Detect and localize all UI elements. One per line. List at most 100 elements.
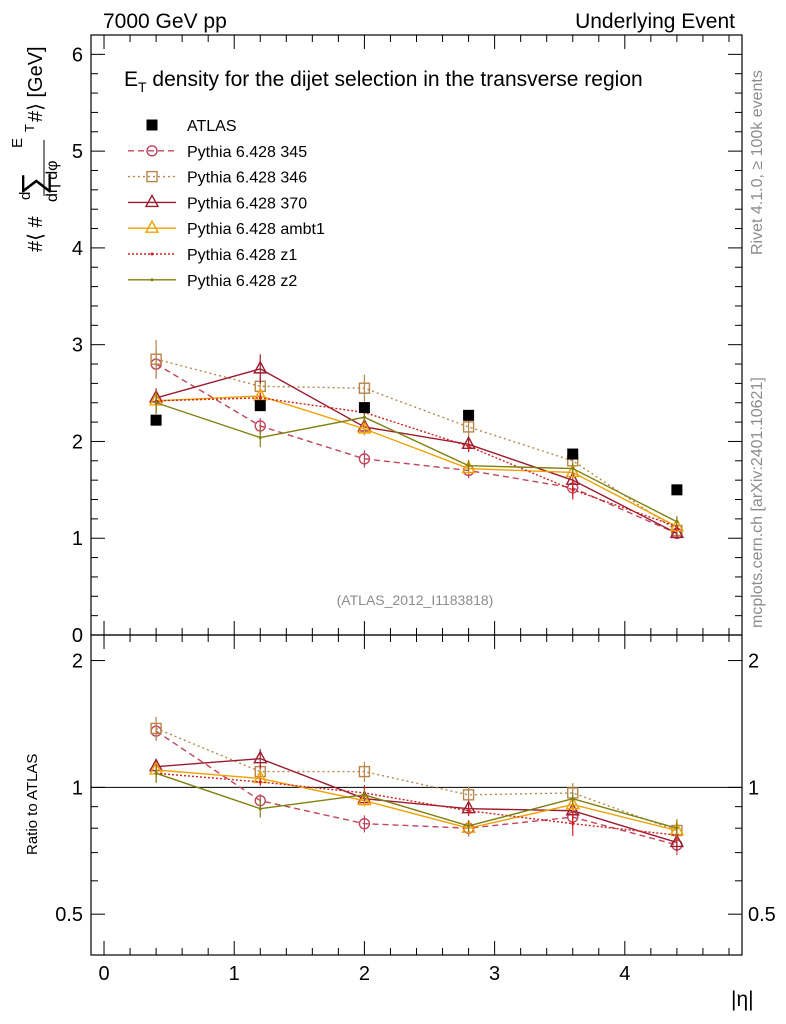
series-3-point (461, 460, 476, 474)
series-1-point (150, 353, 162, 365)
title-e: E (124, 68, 138, 91)
series-3-point (565, 463, 580, 478)
legend-atlas-label: ATLAS (187, 118, 237, 135)
main-y-tick-label: 2 (72, 431, 83, 453)
legend-label-3: Pythia 6.428 ambt1 (187, 221, 325, 238)
axis-ticks (91, 34, 742, 956)
x-axis-label: |η| (731, 988, 754, 1011)
atlas-data-point (671, 484, 683, 496)
atlas-data-point (254, 400, 266, 412)
series-5-ratio-point (362, 793, 366, 797)
series-2-point (669, 524, 685, 539)
legend-label-5: Pythia 6.428 z2 (187, 273, 297, 290)
plot-title: ET density for the dijet selection in th… (124, 68, 643, 95)
ylabel-open: #⟨ # (25, 216, 47, 252)
ratio-plot-frame (90, 634, 743, 956)
series-4-point (571, 488, 575, 492)
series-3-point (357, 420, 372, 434)
series-1-point (462, 421, 475, 433)
main-y-axis-label: #⟨ # d ∑ E T #⟩ [GeV] dη dφ (9, 46, 61, 252)
series-2-point (253, 360, 268, 374)
x-tick-label: 1 (229, 963, 240, 985)
energy-label: 7000 GeV pp (103, 10, 227, 33)
legend-label-1: Pythia 6.428 346 (187, 170, 307, 187)
series-4-ratio-point (258, 780, 262, 784)
series-5-ratio-point (258, 807, 262, 811)
axis-tick-labels: 0 1 2 3 4 5 6 0.5 0.5 1 1 2 2 0 1 2 3 4 (55, 44, 776, 985)
ylabel-sum: ∑ (15, 172, 51, 195)
ratio-y-tick-label: 1 (72, 777, 83, 799)
legend-label-0: Pythia 6.428 345 (187, 144, 307, 161)
main-y-tick-label: 3 (72, 335, 83, 357)
series-5-point (675, 520, 679, 524)
series-5-point (571, 467, 575, 471)
series-3-ratio-line (156, 769, 678, 832)
ratio-y-tick-label-right: 1 (748, 777, 759, 799)
ratio-series-layer (148, 716, 685, 856)
series-5-ratio-line (155, 772, 678, 829)
title-t-sub: T (138, 79, 147, 95)
atlas-data-point (150, 414, 162, 426)
atlas-data-point (358, 402, 370, 414)
series-1-ratio-point (150, 722, 162, 735)
series-2-line (155, 368, 678, 535)
legend-marker-0 (146, 145, 158, 157)
legend-marker-5 (150, 278, 154, 282)
main-y-tick-label: 4 (72, 238, 83, 260)
series-1-ratio-line (155, 727, 678, 832)
main-y-tick-label: 0 (72, 625, 83, 647)
ratio-y-tick-label: 2 (72, 651, 83, 673)
legend-marker-2 (144, 193, 160, 208)
legend-marker-3 (144, 219, 160, 233)
series-1-ratio-point (462, 789, 475, 801)
series-2-ratio-point (253, 750, 268, 764)
series-5-point (258, 436, 262, 440)
series-0-point (358, 453, 371, 465)
series-1-point (358, 382, 371, 394)
analysis-tag: (ATLAS_2012_I1183818) (337, 592, 494, 608)
series-5-ratio-point (154, 771, 158, 775)
series-0-line (155, 363, 678, 535)
ylabel-t: T (22, 124, 37, 132)
rivet-version-label: Rivet 4.1.0, ≥ 100k events (749, 70, 766, 255)
atlas-data-point (567, 448, 579, 460)
series-1-ratio-point (358, 765, 371, 778)
series-5-point (467, 464, 471, 468)
series-3-ratio-point (565, 796, 580, 810)
series-5-ratio-point (675, 826, 679, 830)
series-5-ratio-point (467, 824, 471, 828)
series-5-point (154, 401, 158, 405)
series-0-ratio-line (155, 730, 678, 846)
ratio-y-tick-label-right: 0.5 (748, 904, 776, 926)
ylabel-e: E (9, 138, 26, 148)
series-3-line (156, 395, 678, 528)
mcplots-credit-label: mcplots.cern.ch [arXiv:2401.10621] (749, 377, 766, 628)
series-3-ratio-point (461, 819, 476, 833)
ratio-y-tick-label-right: 2 (748, 651, 759, 673)
ylabel-frac-den: dη dφ (44, 160, 61, 202)
series-0-ratio-point (358, 817, 371, 830)
ylabel-close: #⟩ [GeV] (25, 46, 47, 122)
legend-marker-4 (150, 252, 154, 256)
series-3-ratio-point (357, 792, 372, 806)
x-tick-label: 3 (489, 963, 500, 985)
ratio-y-axis-label: Ratio to ATLAS (24, 754, 41, 855)
series-4-ratio-point (571, 822, 575, 826)
atlas-data-point (463, 409, 475, 421)
series-4-ratio-line (156, 772, 677, 836)
legend-label-2: Pythia 6.428 370 (187, 195, 307, 212)
series-5-ratio-point (571, 797, 575, 801)
main-y-tick-label: 6 (72, 44, 83, 66)
series-1-line (155, 358, 678, 532)
series-4-point (467, 444, 471, 448)
main-series-layer (148, 339, 685, 540)
series-5-point (362, 415, 366, 419)
process-label: Underlying Event (575, 10, 735, 33)
series-4-point (258, 396, 262, 400)
x-tick-label: 0 (98, 963, 109, 985)
x-tick-label: 4 (619, 963, 630, 985)
series-4-ratio-point (467, 809, 471, 813)
ylabel-frac-num: d (17, 192, 34, 200)
legend-atlas-marker (146, 119, 158, 131)
